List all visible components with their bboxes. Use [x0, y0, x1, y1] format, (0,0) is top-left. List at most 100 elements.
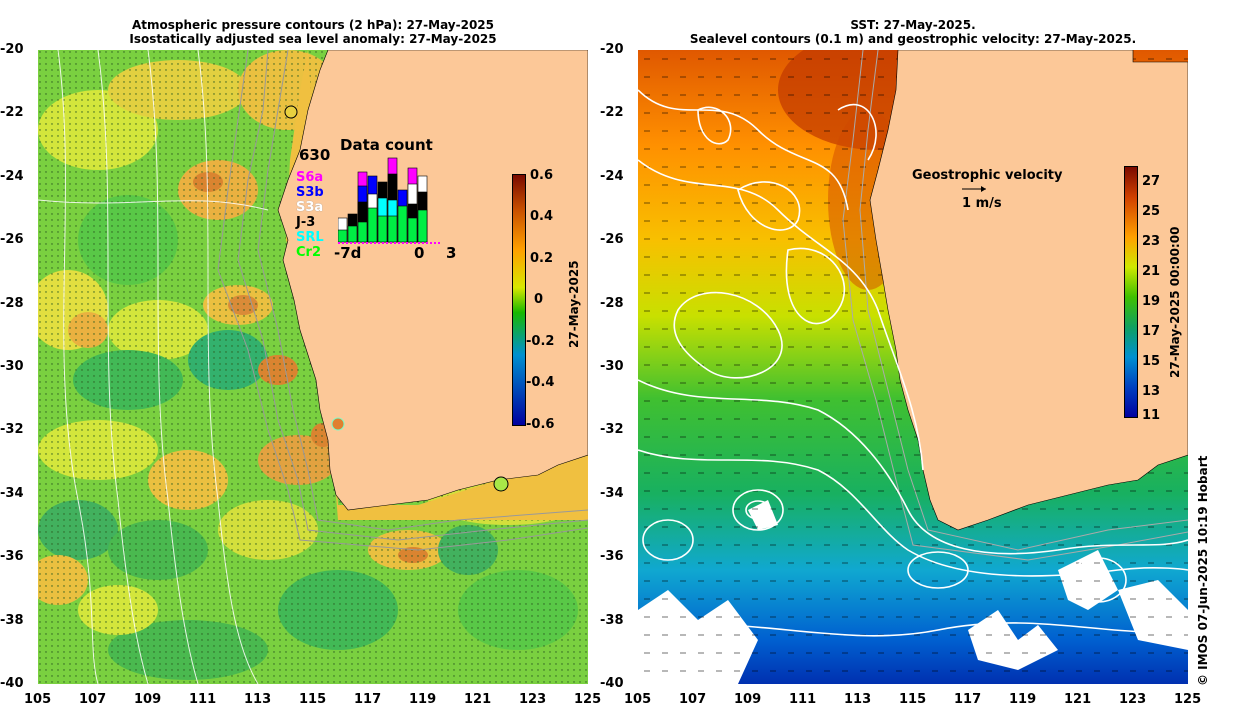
data-count-inset: 630 Data count S6a S3b S3a J-3 SRL Cr2 -…	[296, 136, 476, 266]
satellite-list: S6a S3b S3a J-3 SRL Cr2	[296, 170, 324, 260]
left-xtick: 113	[244, 692, 272, 707]
right-ytick: -30	[600, 359, 624, 374]
satellite-label: J-3	[296, 215, 316, 230]
left-ytick: -24	[0, 169, 24, 184]
left-map-area[interactable]	[38, 50, 588, 684]
right-xtick: 113	[844, 692, 872, 707]
left-ytick: -20	[0, 42, 24, 57]
island-marker-2	[331, 417, 345, 431]
bathymetry-lines	[217, 50, 588, 551]
right-xtick: 109	[734, 692, 762, 707]
right-xtick: 123	[1119, 692, 1147, 707]
left-colorbar-ticks: 0.6 0.4 0.2 0 -0.2 -0.4 -0.6	[526, 168, 570, 432]
right-land-australia	[869, 50, 1188, 531]
data-count-bars	[338, 157, 442, 244]
right-cbar-tick: 21	[1142, 264, 1161, 279]
velocity-legend: Geostrophic velocity 1 m/s	[912, 168, 1082, 218]
right-map-svg	[638, 50, 1188, 684]
left-colorbar	[512, 174, 526, 426]
right-colorbar	[1124, 166, 1138, 418]
velocity-scale-arrow-icon	[962, 186, 986, 192]
data-count-title: Data count	[340, 136, 433, 154]
right-xtick: 125	[1174, 692, 1202, 707]
left-xtick: 119	[409, 692, 437, 707]
satellite-label: S6a	[296, 170, 324, 185]
right-ytick: -20	[600, 42, 624, 57]
left-xtick: 105	[24, 692, 52, 707]
island-marker-3	[493, 476, 509, 492]
left-cbar-tick: 0	[534, 292, 544, 307]
right-colorbar-label: 27-May-2025 00:00:00	[1168, 226, 1182, 378]
left-title-line1: Atmospheric pressure contours (2 hPa): 2…	[131, 18, 494, 32]
right-map-area[interactable]	[638, 50, 1188, 684]
data-count-max: 630	[299, 146, 331, 164]
velocity-legend-title: Geostrophic velocity	[912, 168, 1063, 183]
right-ytick: -40	[600, 676, 624, 691]
right-ytick: -24	[600, 169, 624, 184]
satellite-label: S3b	[296, 185, 324, 200]
right-title-line1: SST: 27-May-2025.	[850, 18, 976, 32]
right-map-title: SST: 27-May-2025. Sealevel contours (0.1…	[638, 18, 1188, 46]
right-ytick: -26	[600, 232, 624, 247]
left-cbar-tick: 0.2	[530, 251, 554, 266]
right-cbar-tick: 25	[1142, 204, 1161, 219]
right-cbar-tick: 13	[1142, 384, 1161, 399]
satellite-label: S3a	[296, 200, 324, 215]
right-ytick: -36	[600, 549, 624, 564]
right-cbar-tick: 11	[1142, 408, 1161, 423]
left-cbar-tick: -0.6	[526, 417, 555, 432]
right-title-line2: Sealevel contours (0.1 m) and geostrophi…	[689, 32, 1137, 46]
imos-credit: © IMOS 07-Jun-2025 10:19 Hobart	[1196, 455, 1210, 686]
right-xtick: 115	[899, 692, 927, 707]
left-xtick: 123	[519, 692, 547, 707]
left-ytick: -36	[0, 549, 24, 564]
right-ytick: -32	[600, 422, 624, 437]
right-xtick: 105	[624, 692, 652, 707]
left-cbar-tick: -0.2	[526, 334, 555, 349]
left-y-axis: -20 -22 -24 -26 -28 -30 -32 -34 -36 -38 …	[0, 42, 36, 691]
right-cbar-tick: 17	[1142, 324, 1161, 339]
left-ytick: -32	[0, 422, 24, 437]
left-ytick: -38	[0, 613, 24, 628]
right-bathymetry	[842, 50, 1188, 561]
right-colorbar-ticks: 27 25 23 21 19 17 15 13 11	[1142, 174, 1172, 424]
island-marker-1	[284, 105, 298, 119]
left-cbar-tick: 0.6	[530, 168, 554, 183]
right-ytick: -22	[600, 105, 624, 120]
left-title-line2: Isostatically adjusted sea level anomaly…	[129, 32, 497, 46]
right-xtick: 119	[1009, 692, 1037, 707]
left-xtick: 115	[299, 692, 327, 707]
right-cbar-tick: 15	[1142, 354, 1161, 369]
right-cbar-tick: 23	[1142, 234, 1161, 249]
pressure-contours	[38, 50, 269, 684]
right-ytick: -28	[600, 296, 624, 311]
data-count-xlabel-start: -7d	[334, 244, 362, 262]
left-ytick: -30	[0, 359, 24, 374]
right-ytick: -38	[600, 613, 624, 628]
left-cbar-tick: 0.4	[530, 209, 554, 224]
right-cbar-tick: 19	[1142, 294, 1161, 309]
right-xtick: 111	[789, 692, 817, 707]
satellite-label: SRL	[296, 230, 324, 245]
right-xtick: 107	[679, 692, 707, 707]
left-map-title: Atmospheric pressure contours (2 hPa): 2…	[38, 18, 588, 46]
left-xtick: 107	[79, 692, 107, 707]
coastal-shelf	[286, 50, 588, 520]
right-cbar-tick: 27	[1142, 174, 1161, 189]
left-xtick: 117	[354, 692, 382, 707]
satellite-label: Cr2	[296, 245, 321, 260]
left-ytick: -28	[0, 296, 24, 311]
left-ytick: -34	[0, 486, 24, 501]
left-colorbar-label: 27-May-2025	[567, 260, 581, 348]
left-x-axis: 105 107 109 111 113 115 117 119 121 123 …	[24, 692, 602, 712]
right-xtick: 117	[954, 692, 982, 707]
right-x-axis: 105 107 109 111 113 115 117 119 121 123 …	[624, 692, 1202, 712]
velocity-legend-scale: 1 m/s	[962, 196, 1002, 211]
left-xtick: 109	[134, 692, 162, 707]
right-ytick: -34	[600, 486, 624, 501]
left-xtick: 111	[189, 692, 217, 707]
left-xtick: 125	[574, 692, 602, 707]
left-xtick: 121	[464, 692, 492, 707]
data-count-xlabel-zero: 0	[414, 244, 425, 262]
left-cbar-tick: -0.4	[526, 375, 555, 390]
